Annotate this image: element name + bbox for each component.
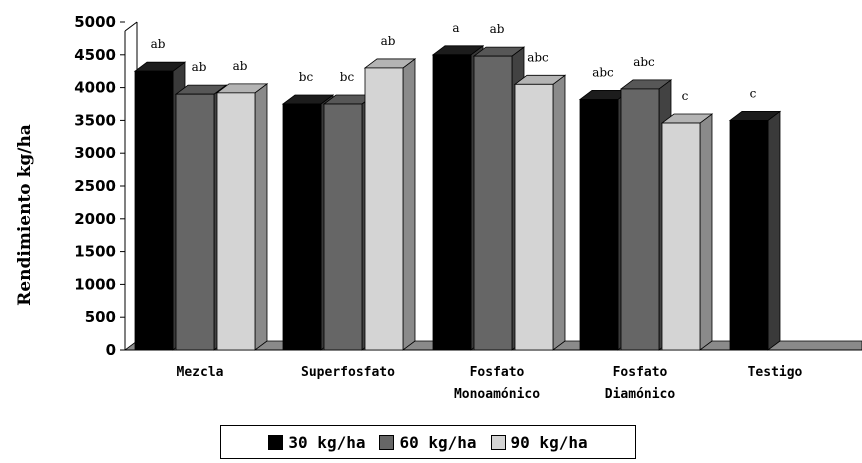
bar-side <box>402 58 416 351</box>
y-axis-label: Rendimiento kg/ha <box>15 124 35 306</box>
y-tick-label: 0 <box>106 341 116 359</box>
legend-label: 30 kg/ha <box>288 432 366 452</box>
bar-front <box>175 93 215 351</box>
y-tick-label: 4500 <box>74 46 116 64</box>
category-label: Mezcla <box>177 365 224 380</box>
category-label: Fosfato <box>613 365 668 380</box>
category-label: Fosfato <box>470 365 525 380</box>
bar-front <box>473 55 513 351</box>
significance-label: ab <box>151 37 166 51</box>
legend-swatch <box>379 434 395 450</box>
y-tick-label: 500 <box>85 308 116 326</box>
category-label: Monoamónico <box>454 387 540 402</box>
significance-label: bc <box>340 70 355 84</box>
y-tick-label: 3500 <box>74 111 116 129</box>
bar-front <box>620 88 660 351</box>
y-tick-label: 5000 <box>74 13 116 31</box>
legend-swatch <box>490 434 506 450</box>
bar-front <box>323 103 363 351</box>
y-tick-label: 2000 <box>74 210 116 228</box>
bar <box>660 113 714 351</box>
significance-label: ab <box>233 59 248 73</box>
legend-label: 60 kg/ha <box>399 432 477 452</box>
bar-front <box>282 103 322 351</box>
bar-front <box>661 122 701 351</box>
y-tick-label: 1000 <box>74 275 116 293</box>
bar-side <box>699 113 713 351</box>
bar-front <box>579 99 619 351</box>
significance-label: ab <box>381 34 396 48</box>
legend-item: 30 kg/ha <box>268 433 365 452</box>
significance-label: ab <box>192 60 207 74</box>
bar-front <box>134 70 174 351</box>
bar-front <box>216 92 256 351</box>
bar-front <box>729 120 769 351</box>
bar <box>215 83 269 351</box>
significance-label: c <box>750 86 757 100</box>
legend: 30 kg/ha 60 kg/ha 90 kg/ha <box>220 425 636 459</box>
legend-label: 90 kg/ha <box>510 432 588 452</box>
bar-chart: ab ab ab bc bc ab a ab abc abc abc c c Mezcla Superfo… <box>15 13 862 402</box>
y-tick-label: 1500 <box>74 243 116 261</box>
significance-label: c <box>682 89 689 103</box>
significance-label: abc <box>527 50 549 64</box>
significance-label: bc <box>299 70 314 84</box>
bar <box>513 74 567 351</box>
significance-label: abc <box>633 55 655 69</box>
y-axis-back-edge <box>124 21 138 32</box>
bar-side <box>254 83 268 351</box>
y-tick-label: 4000 <box>74 79 116 97</box>
significance-label: abc <box>592 65 614 79</box>
significance-label: ab <box>490 22 505 36</box>
bar-side <box>552 74 566 351</box>
category-label: Testigo <box>748 365 803 380</box>
significance-label: a <box>452 21 459 35</box>
bar-front <box>364 67 404 351</box>
y-tick-label: 2500 <box>74 177 116 195</box>
legend-item: 60 kg/ha <box>379 432 477 452</box>
category-label: Superfosfato <box>301 365 395 380</box>
bar-front <box>514 83 554 351</box>
bar-front <box>432 54 472 351</box>
bar <box>728 110 782 351</box>
legend-swatch <box>268 434 284 450</box>
bar-side <box>767 110 781 351</box>
y-tick-label: 3000 <box>74 144 116 162</box>
category-label: Diamónico <box>605 387 676 402</box>
bar <box>363 58 417 351</box>
legend-item: 90 kg/ha <box>490 432 588 452</box>
